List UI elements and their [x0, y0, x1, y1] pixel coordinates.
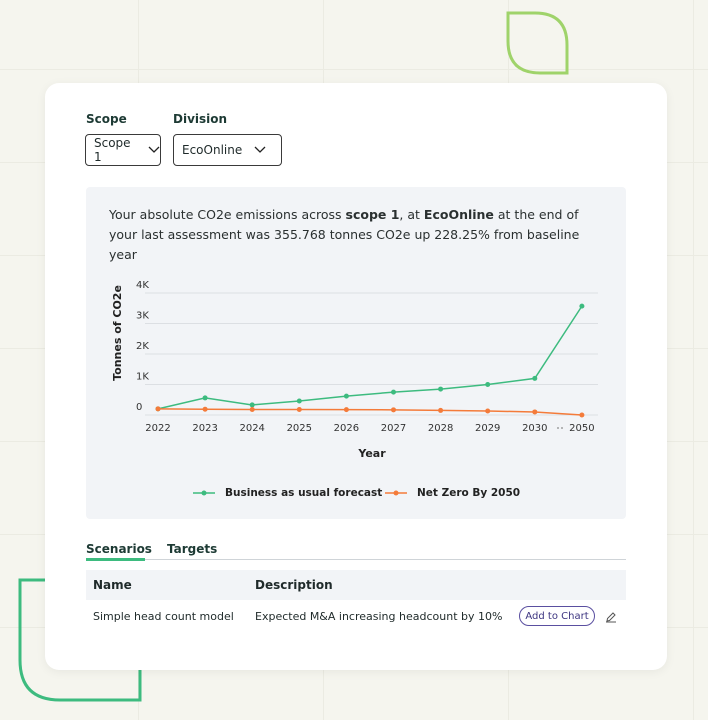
table-cell: Simple head count model [93, 610, 234, 623]
y-tick-label: 1K [136, 372, 149, 383]
tab[interactable]: Targets [167, 542, 218, 556]
data-point [249, 402, 255, 408]
x-tick-label: 2023 [192, 423, 217, 434]
data-point [391, 407, 396, 413]
x-tick-label: 2026 [334, 423, 359, 434]
data-point [579, 303, 585, 309]
dropdown-value: EcoOnline [182, 143, 243, 157]
data-point [155, 406, 161, 412]
data-point [438, 386, 444, 392]
data-point [485, 382, 491, 387]
x-axis-title: Year [357, 447, 386, 460]
x-tick-label: 2025 [287, 423, 312, 434]
summary-text: , at [399, 207, 424, 222]
data-point [532, 409, 538, 415]
x-tick-label: 2029 [475, 423, 500, 434]
data-point [485, 408, 491, 414]
series-line [157, 408, 582, 416]
summary-text: at the end of your last assessment was 3… [109, 207, 580, 262]
chart: Tonnes of CO2e Year 0 1K 2K 3K 4K 2022 2023 202… [111, 280, 598, 499]
add-button[interactable]: Add to Chart [519, 606, 595, 626]
axis-break [561, 427, 563, 429]
data-point [202, 395, 208, 401]
data-point [202, 406, 208, 412]
data-point [438, 407, 444, 413]
x-tick-label: 2024 [239, 423, 264, 434]
x-tick-label: 2028 [428, 423, 453, 434]
chart-panel [86, 187, 626, 519]
summary-scope: scope 1 [345, 207, 400, 222]
x-tick-label: 2022 [145, 423, 170, 434]
data-point [343, 407, 349, 413]
table-cell: Expected M&A increasing headcount by 10% [255, 610, 503, 623]
y-tick-label: 0 [136, 402, 142, 413]
data-point [532, 375, 538, 381]
table-header-cell: Description [255, 578, 333, 592]
dropdown[interactable]: EcoOnline [173, 134, 282, 166]
summary: Your absolute CO2e emissions across scop… [109, 205, 589, 265]
dropdown[interactable]: Scope 1 [85, 134, 161, 166]
tab-indicator [86, 558, 145, 561]
table-header-cell: Name [93, 578, 132, 592]
data-point [296, 398, 302, 404]
legend-label: Business as usual forecast [225, 487, 382, 499]
data-point [296, 407, 302, 413]
legend-label: Net Zero By 2050 [417, 487, 520, 499]
chevron [148, 146, 160, 153]
data-point [249, 407, 255, 413]
tab[interactable]: Scenarios [86, 542, 152, 556]
y-tick-label: 3K [136, 311, 149, 322]
data-point [579, 412, 585, 418]
x-tick-label: 2030 [522, 423, 547, 434]
filter-label: Scope [86, 112, 127, 126]
x-tick-label: 2050 [569, 423, 594, 434]
table-header [86, 570, 626, 600]
filter-label: Division [173, 112, 228, 126]
y-axis-title: Tonnes of CO2e [111, 285, 124, 381]
dropdown-value: Scope 1 [94, 136, 131, 164]
chevron [254, 146, 266, 153]
data-point [391, 389, 396, 395]
y-tick-label: 4K [136, 280, 149, 291]
legend-marker [393, 490, 399, 496]
series-line [157, 305, 583, 410]
edit-icon[interactable] [605, 611, 617, 623]
summary-text: Your absolute CO2e emissions across [109, 207, 346, 222]
summary-division: EcoOnline [423, 207, 494, 222]
axis-break [557, 427, 559, 429]
tab-divider [86, 559, 626, 560]
data-point [343, 393, 349, 399]
legend-marker [201, 490, 207, 496]
x-tick-label: 2027 [381, 423, 406, 434]
y-tick-label: 2K [136, 341, 149, 352]
